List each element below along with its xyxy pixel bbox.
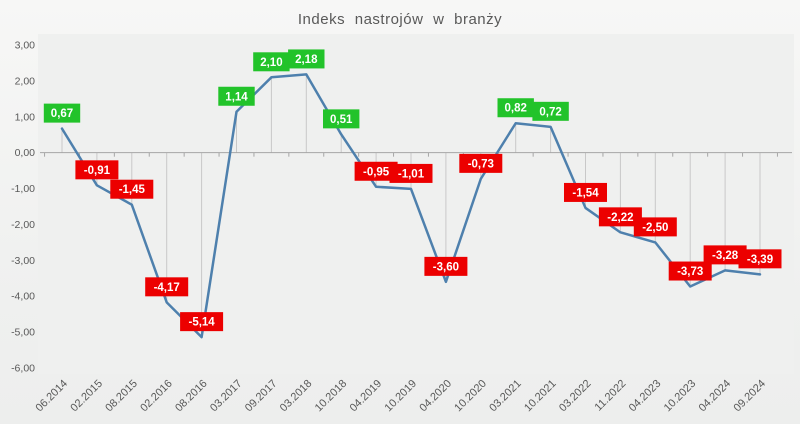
data-label: -0,95 [363, 166, 390, 178]
x-axis-label: 03.2017 [208, 378, 245, 415]
x-axis-label: 03.2018 [278, 378, 315, 415]
data-label-box-positive [532, 101, 569, 121]
data-label-box-positive [323, 109, 360, 129]
data-label: 1,14 [225, 91, 248, 103]
data-label: 0,82 [505, 103, 527, 115]
x-axis-label: 03.2021 [487, 378, 524, 415]
data-label-box-negative [110, 179, 154, 199]
data-label-box-positive [253, 52, 290, 72]
y-axis-label: -2,00 [11, 219, 35, 231]
x-axis-label: 06.2014 [34, 378, 71, 415]
y-axis-label: -6,00 [11, 363, 35, 375]
data-label: -1,01 [398, 168, 425, 180]
data-label-box-negative [389, 163, 433, 183]
x-axis-label: 04.2019 [348, 378, 385, 415]
x-axis-label: 08.2015 [103, 378, 140, 415]
data-label: -1,54 [572, 187, 599, 199]
data-label-box-positive [43, 103, 81, 123]
data-label-box-negative [354, 161, 398, 181]
data-label: -5,14 [188, 317, 215, 329]
data-label-box-negative [738, 249, 782, 269]
x-axis-label: 04.2023 [627, 378, 664, 415]
y-axis-label: 2,00 [15, 75, 36, 87]
x-axis-label: 10.2021 [522, 378, 559, 415]
data-label: -2,50 [642, 222, 668, 234]
data-label-box-negative [424, 256, 468, 276]
data-label: 0,51 [330, 114, 353, 126]
data-label: -3,60 [433, 261, 459, 273]
data-label: 0,67 [51, 108, 73, 120]
data-label: -3,39 [747, 254, 773, 266]
x-axis-label: 03.2022 [557, 378, 594, 415]
y-axis-label: 0,00 [15, 147, 36, 159]
x-axis-label: 08.2016 [173, 378, 210, 415]
data-label: -2,22 [607, 212, 633, 224]
data-label: -3,28 [712, 250, 739, 262]
y-axis-label: -3,00 [11, 255, 35, 267]
x-axis-label: 10.2019 [383, 378, 420, 415]
data-label: -1,45 [119, 184, 146, 196]
x-axis-label: 11.2022 [592, 378, 628, 414]
y-axis-label: -1,00 [11, 183, 35, 195]
y-axis-label: -4,00 [11, 291, 35, 303]
x-axis-label: 04.2020 [417, 378, 454, 415]
data-label-box-positive [288, 49, 325, 69]
data-label-box-negative [145, 277, 189, 297]
data-label-box-negative [180, 312, 224, 332]
data-label-box-negative [598, 207, 642, 227]
x-axis-label: 04.2024 [697, 378, 734, 415]
x-axis-label: 10.2018 [313, 378, 350, 415]
data-label-box-negative [668, 261, 712, 281]
x-axis-label: 02.2015 [68, 378, 105, 415]
x-axis-label: 10.2023 [662, 378, 699, 415]
data-label-box-negative [75, 160, 119, 180]
data-label-box-positive [218, 86, 255, 106]
x-axis-label: 09.2017 [243, 378, 280, 415]
data-label: 0,72 [539, 106, 561, 118]
x-axis-label: 02.2016 [138, 378, 175, 415]
data-label: -0,91 [84, 165, 111, 177]
data-label: 2,18 [295, 54, 318, 66]
series-line [60, 73, 762, 339]
y-axis-label: 1,00 [15, 111, 36, 123]
data-label-box-negative [459, 153, 503, 173]
x-axis-label: 09.2024 [732, 378, 769, 415]
data-label: 2,10 [260, 57, 282, 69]
data-label-box-negative [633, 217, 677, 237]
x-axis-label: 10.2020 [452, 378, 489, 415]
data-label: -4,17 [154, 282, 180, 294]
data-label-box-positive [497, 98, 534, 118]
y-axis-label: -5,00 [11, 327, 35, 339]
data-label: -0,73 [468, 158, 494, 170]
y-axis-label: 3,00 [15, 40, 36, 52]
data-label-box-negative [564, 182, 607, 202]
data-label-box-negative [703, 245, 747, 265]
data-label: -3,73 [677, 266, 703, 278]
